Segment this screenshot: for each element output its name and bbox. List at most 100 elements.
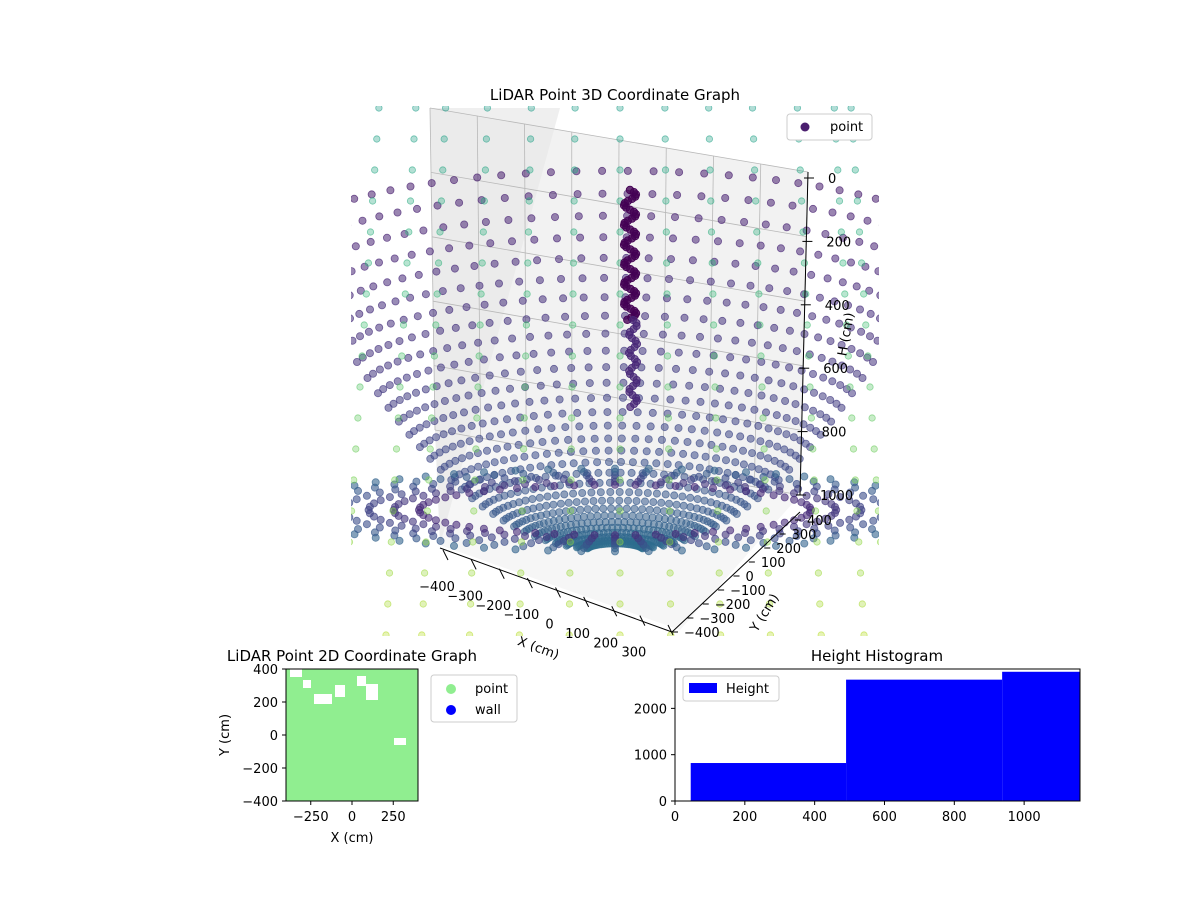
point-3d: [789, 382, 798, 391]
point-3d: [342, 601, 348, 607]
point-3d: [640, 458, 649, 467]
point-3d: [456, 284, 465, 293]
point-3d: [857, 327, 866, 336]
point-3d: [822, 315, 831, 324]
point-3d: [731, 259, 740, 268]
point-3d: [340, 522, 347, 529]
point-3d: [770, 534, 779, 543]
point-3d: [441, 445, 450, 454]
point-3d: [418, 631, 426, 636]
point-3d: [876, 314, 879, 323]
point-3d: [725, 430, 734, 439]
z-tick-label: 1000: [820, 489, 853, 504]
point-3d: [478, 419, 487, 428]
point-3d: [769, 394, 778, 403]
point-3d: [384, 600, 392, 608]
point-3d: [710, 545, 719, 554]
point-3d: [351, 481, 359, 490]
point-3d: [721, 474, 730, 483]
point-3d: [482, 460, 491, 469]
point-3d: [402, 373, 411, 382]
point-3d: [752, 197, 760, 205]
point-3d: [795, 454, 804, 463]
point-3d: [746, 281, 755, 290]
point-3d: [416, 350, 425, 359]
point-3d: [351, 267, 356, 276]
point-3d: [724, 171, 733, 180]
point-3d: [688, 256, 697, 265]
point-3d: [742, 468, 751, 477]
point-3d: [736, 318, 745, 327]
point-3d: [607, 511, 616, 520]
point-3d: [442, 106, 450, 112]
point-3d: [541, 313, 550, 322]
point-3d: [522, 321, 531, 329]
point-3d: [519, 469, 528, 478]
point-3d: [577, 547, 586, 556]
chart-2d-ticks: −250 0 250 −400 −200 0 200 400: [242, 663, 405, 825]
point-3d: [412, 369, 421, 378]
point-3d: [632, 421, 641, 430]
point-3d: [673, 190, 682, 199]
point-3d: [864, 352, 872, 360]
point-3d: [675, 168, 684, 177]
point-3d: [731, 336, 740, 345]
point-3d: [599, 504, 608, 513]
point-3d: [666, 538, 674, 546]
point-3d: [450, 264, 459, 273]
point-3d: [446, 482, 455, 491]
point-3d: [660, 312, 669, 321]
point-3d: [670, 436, 679, 445]
point-3d: [511, 466, 520, 475]
point-3d: [451, 323, 460, 332]
x-tick-label: 0: [671, 810, 679, 825]
point-3d: [694, 472, 703, 481]
point-3d: [384, 340, 393, 349]
point-3d: [615, 496, 624, 505]
point-3d: [396, 383, 404, 391]
point-3d: [642, 447, 651, 456]
point-3d: [558, 409, 567, 418]
point-3d: [599, 253, 608, 262]
point-3d: [623, 166, 632, 175]
point-3d: [508, 334, 517, 343]
point-3d: [642, 512, 651, 521]
point-3d: [773, 442, 782, 451]
point-3d: [535, 493, 544, 502]
point-3d: [412, 106, 420, 112]
point-3d: [389, 507, 397, 515]
point-3d: [408, 494, 417, 503]
point-3d: [813, 517, 822, 526]
point-3d: [603, 408, 612, 417]
point-3d: [666, 395, 675, 404]
point-3d: [481, 166, 489, 174]
point-3d: [425, 436, 434, 445]
point-3d: [685, 381, 694, 390]
point-3d: [567, 363, 576, 372]
point-3d: [628, 458, 637, 467]
point-3d: [406, 182, 415, 191]
point-3d: [747, 462, 756, 471]
point-3d: [521, 479, 530, 488]
point-3d: [780, 518, 789, 527]
point-3d: [826, 395, 835, 404]
point-3d: [856, 349, 865, 358]
point-3d: [367, 190, 376, 199]
point-3d: [425, 476, 433, 484]
point-3d: [869, 516, 878, 525]
point-3d: [647, 212, 656, 221]
point-3d: [859, 491, 868, 500]
point-3d: [611, 547, 620, 556]
point-3d: [750, 373, 759, 382]
point-3d: [692, 411, 701, 420]
z-tick-label: 400: [825, 299, 850, 314]
point-3d: [878, 224, 879, 227]
point-3d: [771, 360, 780, 369]
point-3d: [714, 538, 723, 546]
point-3d: [427, 414, 436, 422]
point-3d: [465, 522, 474, 531]
point-3d: [836, 381, 845, 390]
point-3d: [495, 526, 504, 535]
point-3d: [390, 254, 399, 263]
point-3d: [690, 529, 699, 538]
